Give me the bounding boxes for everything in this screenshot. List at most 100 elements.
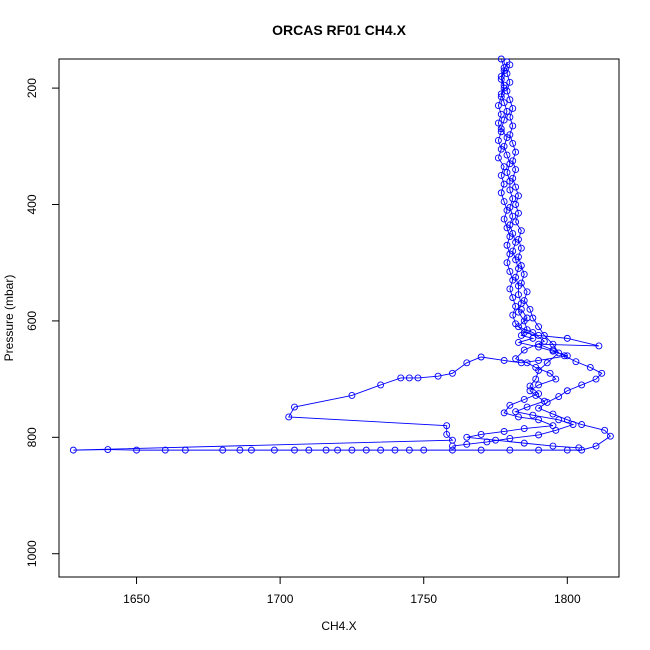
data-point bbox=[526, 305, 534, 313]
data-point bbox=[512, 201, 520, 208]
data-point bbox=[549, 340, 557, 348]
data-point bbox=[497, 189, 505, 197]
data-point bbox=[520, 329, 528, 336]
data-point bbox=[506, 446, 514, 454]
data-point bbox=[535, 431, 543, 439]
y-tick-label: 400 bbox=[25, 194, 39, 214]
data-point bbox=[512, 302, 520, 310]
data-point bbox=[500, 357, 508, 364]
data-point bbox=[500, 64, 508, 72]
data-point bbox=[497, 73, 505, 80]
y-tick-label: 600 bbox=[25, 311, 39, 331]
data-point bbox=[572, 358, 580, 366]
data-point bbox=[506, 61, 514, 69]
data-point bbox=[529, 411, 537, 419]
data-point bbox=[532, 391, 540, 399]
data-point bbox=[291, 446, 298, 454]
data-point bbox=[506, 96, 514, 104]
data-point bbox=[520, 439, 528, 447]
data-point bbox=[515, 235, 522, 243]
data-point bbox=[509, 174, 517, 182]
data-point bbox=[595, 342, 603, 350]
data-point bbox=[552, 426, 560, 434]
data-point bbox=[520, 396, 528, 403]
data-point bbox=[494, 154, 502, 162]
data-point bbox=[506, 401, 514, 409]
data-point bbox=[512, 148, 520, 156]
chart-title: ORCAS RF01 CH4.X bbox=[272, 22, 406, 38]
data-point bbox=[270, 446, 278, 454]
data-point bbox=[503, 224, 511, 232]
data-point bbox=[592, 375, 600, 383]
y-tick-label: 1000 bbox=[25, 540, 39, 567]
data-point bbox=[512, 183, 520, 191]
data-point bbox=[420, 446, 428, 454]
data-point bbox=[555, 393, 563, 401]
data-point bbox=[523, 403, 531, 411]
data-point bbox=[463, 359, 471, 367]
data-point bbox=[523, 359, 531, 367]
data-point bbox=[523, 288, 531, 296]
data-point bbox=[497, 145, 505, 153]
data-point bbox=[497, 128, 505, 136]
data-point bbox=[543, 359, 551, 367]
data-point bbox=[448, 369, 456, 377]
data-point bbox=[520, 297, 528, 304]
data-point bbox=[497, 90, 505, 98]
data-point bbox=[549, 442, 557, 450]
data-point bbox=[322, 446, 330, 454]
data-point bbox=[598, 369, 606, 377]
data-point bbox=[334, 446, 342, 454]
data-point bbox=[497, 75, 505, 83]
data-point bbox=[512, 166, 520, 174]
data-point bbox=[586, 364, 594, 371]
x-tick-label: 1700 bbox=[267, 592, 294, 606]
data-point bbox=[497, 55, 505, 63]
data-point bbox=[305, 446, 313, 454]
data-point bbox=[500, 409, 508, 417]
data-point bbox=[552, 375, 560, 383]
data-point bbox=[463, 440, 471, 448]
data-point bbox=[535, 404, 543, 412]
data-point bbox=[503, 107, 511, 115]
x-axis: 1650 1700 1750 1800 bbox=[123, 577, 581, 606]
data-point bbox=[506, 285, 514, 293]
data-point bbox=[563, 352, 571, 360]
data-point bbox=[434, 372, 442, 380]
data-point bbox=[503, 70, 511, 78]
data-point bbox=[69, 446, 77, 454]
data-point bbox=[549, 410, 557, 418]
data-point bbox=[133, 446, 140, 454]
data-point bbox=[506, 78, 514, 86]
data-point bbox=[523, 314, 531, 322]
data-point bbox=[463, 433, 471, 441]
data-point bbox=[497, 125, 505, 133]
data-point bbox=[506, 267, 514, 275]
data-point bbox=[563, 334, 571, 342]
data-point bbox=[540, 397, 548, 405]
data-point bbox=[592, 442, 600, 450]
data-point bbox=[529, 329, 537, 336]
data-point bbox=[555, 416, 563, 424]
data-point bbox=[509, 311, 517, 319]
data-point bbox=[606, 432, 614, 440]
data-point bbox=[477, 353, 485, 361]
data-point bbox=[509, 212, 517, 220]
data-point bbox=[494, 119, 502, 127]
data-point bbox=[515, 338, 522, 346]
data-point bbox=[515, 323, 522, 331]
data-point bbox=[104, 446, 112, 453]
data-point bbox=[569, 421, 577, 428]
data-point bbox=[348, 391, 356, 399]
data-point bbox=[503, 241, 511, 249]
data-point bbox=[517, 279, 525, 287]
data-point bbox=[494, 102, 502, 110]
data-point bbox=[500, 81, 508, 89]
data-point bbox=[517, 305, 525, 313]
plot-frame bbox=[58, 58, 620, 578]
data-point bbox=[509, 122, 517, 130]
data-point bbox=[500, 180, 508, 188]
data-point bbox=[236, 446, 244, 454]
data-point bbox=[509, 276, 517, 284]
data-point bbox=[500, 428, 508, 435]
